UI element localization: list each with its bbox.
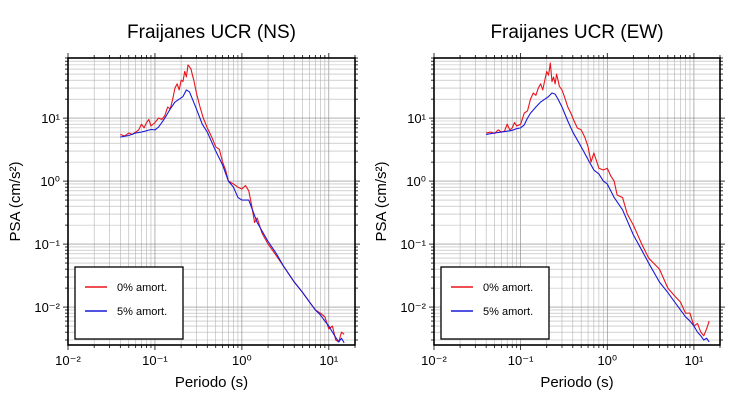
chart-title: Fraijanes UCR (EW)	[490, 22, 663, 43]
legend: 0% amort. 5% amort.	[440, 266, 550, 340]
x-tick-label: 10⁻²	[55, 353, 81, 368]
legend-box	[74, 266, 184, 340]
legend-label: 0% amort.	[483, 282, 533, 294]
x-tick-label: 10⁰	[232, 353, 252, 368]
series-line-blue	[486, 92, 710, 343]
y-tick-label: 10¹	[41, 111, 60, 126]
x-tick-label: 10⁻²	[421, 353, 447, 368]
y-axis-label: PSA (cm/s²)	[7, 161, 24, 241]
y-tick-label: 10¹	[407, 111, 426, 126]
x-tick-label: 10¹	[685, 353, 704, 368]
legend: 0% amort. 5% amort.	[74, 266, 184, 340]
x-tick-label: 10¹	[319, 353, 338, 368]
y-tick-label: 10⁻¹	[400, 237, 426, 252]
y-tick-label: 10⁻²	[34, 300, 60, 315]
y-tick-label: 10⁻¹	[34, 237, 60, 252]
y-tick-label: 10⁰	[406, 174, 426, 189]
plot-frame	[67, 57, 356, 346]
chart-panel-1: 10⁻² 10⁻¹ 10⁰ 10¹ 10⁻² 10⁻¹ 10⁰ 10¹ Fraijanes UC…	[7, 22, 360, 391]
series-line-blue	[120, 89, 345, 344]
plot-frame	[433, 57, 721, 346]
series-line-red	[486, 62, 710, 337]
y-axis-label: PSA (cm/s²)	[373, 161, 390, 241]
x-tick-label: 10⁰	[597, 353, 617, 368]
x-tick-label: 10⁻¹	[508, 353, 534, 368]
x-axis-label: Periodo (s)	[540, 374, 613, 391]
x-axis-label: Periodo (s)	[175, 374, 248, 391]
y-tick-label: 10⁰	[40, 174, 60, 189]
legend-label: 0% amort.	[117, 282, 167, 294]
chart-title: Fraijanes UCR (NS)	[127, 22, 296, 43]
chart-panel-2: 10⁻² 10⁻¹ 10⁰ 10¹ 10⁻² 10⁻¹ 10⁰ 10¹ Fraijanes UC…	[373, 22, 725, 391]
legend-box	[440, 266, 550, 340]
x-tick-label: 10⁻¹	[142, 353, 168, 368]
y-tick-label: 10⁻²	[400, 300, 426, 315]
legend-label: 5% amort.	[483, 306, 533, 318]
legend-label: 5% amort.	[117, 306, 167, 318]
